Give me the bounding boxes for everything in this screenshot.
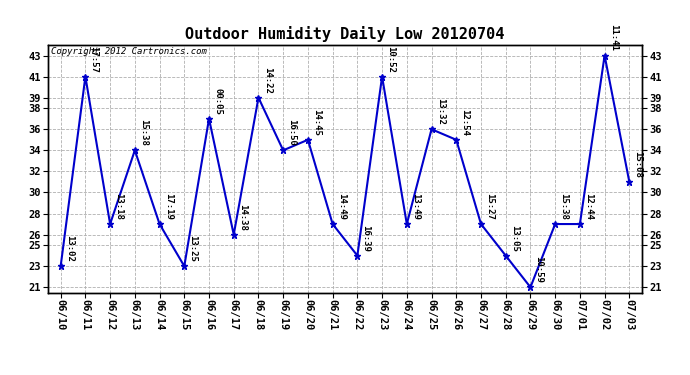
Text: 14:45: 14:45: [312, 109, 321, 136]
Text: Copyright 2012 Cartronics.com: Copyright 2012 Cartronics.com: [51, 48, 207, 57]
Text: 12:44: 12:44: [584, 193, 593, 220]
Text: 14:38: 14:38: [238, 204, 247, 230]
Title: Outdoor Humidity Daily Low 20120704: Outdoor Humidity Daily Low 20120704: [186, 27, 504, 42]
Text: 16:39: 16:39: [362, 225, 371, 252]
Text: 15:38: 15:38: [560, 193, 569, 220]
Text: 17:57: 17:57: [90, 45, 99, 72]
Text: 14:49: 14:49: [337, 193, 346, 220]
Text: 15:08: 15:08: [633, 151, 642, 178]
Text: 10:59: 10:59: [535, 256, 544, 283]
Text: 14:22: 14:22: [263, 67, 272, 93]
Text: 16:50: 16:50: [287, 119, 296, 146]
Text: 13:32: 13:32: [435, 98, 444, 125]
Text: 12:54: 12:54: [460, 109, 469, 136]
Text: 00:05: 00:05: [213, 88, 222, 114]
Text: 13:18: 13:18: [115, 193, 124, 220]
Text: 13:49: 13:49: [411, 193, 420, 220]
Text: 15:38: 15:38: [139, 119, 148, 146]
Text: 10:52: 10:52: [386, 45, 395, 72]
Text: 13:02: 13:02: [65, 235, 74, 262]
Text: 13:25: 13:25: [188, 235, 197, 262]
Text: 15:27: 15:27: [485, 193, 494, 220]
Text: 11:41: 11:41: [609, 24, 618, 51]
Text: 13:05: 13:05: [510, 225, 519, 252]
Text: 17:19: 17:19: [164, 193, 172, 220]
